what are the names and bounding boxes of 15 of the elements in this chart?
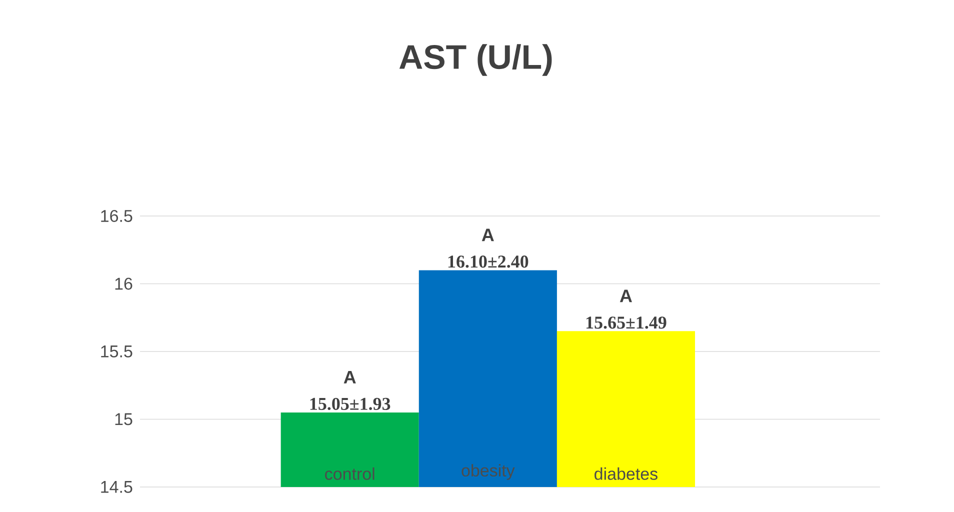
chart-title: AST (U/L) <box>399 44 552 76</box>
annotation: A <box>482 228 494 242</box>
annotation: A <box>620 290 632 302</box>
y-tick-label: 16 <box>115 278 132 290</box>
data-label: 15.05±1.93 <box>310 398 390 410</box>
data-label: 15.65±1.49 <box>586 316 666 329</box>
y-tick-label: 15 <box>115 413 132 426</box>
data-label: 16.10±2.40 <box>448 256 528 268</box>
y-tick-label: 14.5 <box>101 481 132 493</box>
x-tick-label: control <box>325 467 374 480</box>
y-tick-label: 15.5 <box>101 346 132 358</box>
x-tick-label: obesity <box>462 464 515 480</box>
y-tick-label: 16.5 <box>101 210 132 222</box>
annotation: A <box>344 371 356 384</box>
x-tick-label: diabetes <box>594 467 658 480</box>
